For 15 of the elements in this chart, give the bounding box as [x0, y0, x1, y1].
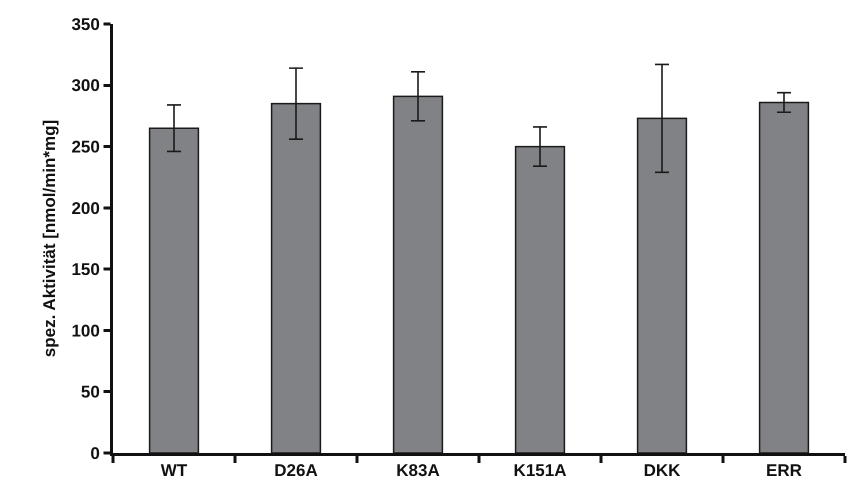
x-tick-label: ERR [766, 461, 802, 480]
x-tick-label: D26A [274, 461, 318, 480]
x-tick-label: K151A [514, 461, 566, 480]
y-tick-label: 0 [90, 444, 100, 463]
x-tick-label: K83A [396, 461, 440, 480]
y-tick-label: 200 [71, 198, 100, 218]
y-tick-label: 250 [71, 138, 100, 157]
y-tick-label: 150 [71, 260, 100, 280]
y-axis-title: spez. Aktivität [nmol/min*mg] [40, 120, 60, 358]
x-tick-label: DKK [644, 461, 682, 480]
y-tick-label: 50 [80, 382, 100, 402]
y-tick-label: 300 [71, 76, 100, 96]
y-tick-label: 100 [71, 321, 100, 340]
x-tick-label: WT [160, 461, 188, 480]
y-tick-label: 350 [71, 14, 100, 34]
